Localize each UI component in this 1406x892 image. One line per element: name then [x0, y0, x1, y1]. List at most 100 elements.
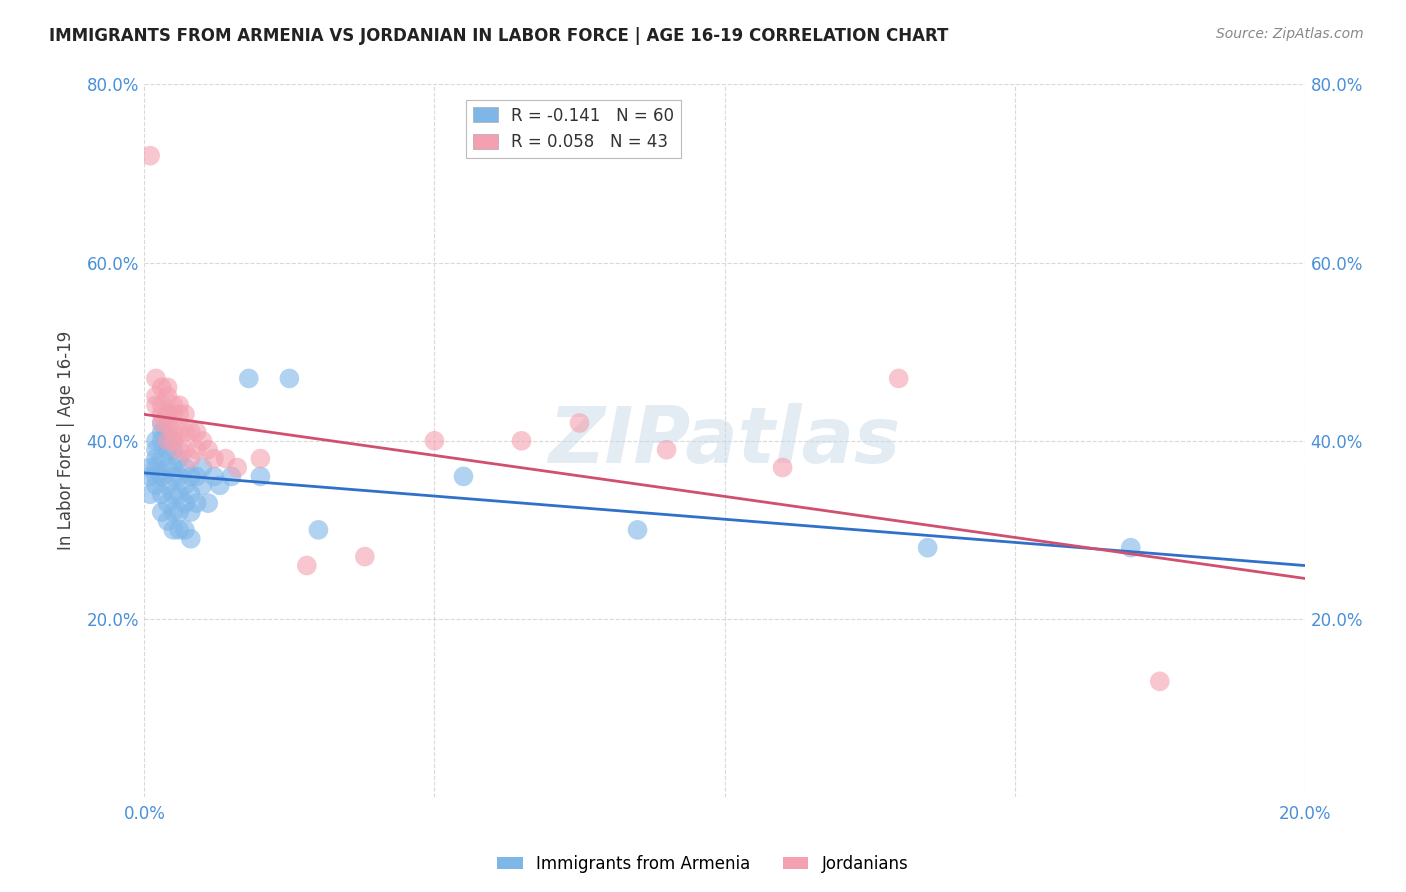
Point: [162, 398, 184, 412]
Point: [150, 487, 173, 501]
Text: ZIPatlas: ZIPatlas: [548, 403, 901, 479]
Point: [167, 407, 190, 421]
Point: [150, 407, 173, 421]
Point: [221, 469, 243, 483]
Point: [156, 425, 179, 439]
Point: [150, 416, 173, 430]
Point: [887, 371, 910, 385]
Point: [186, 469, 208, 483]
Point: [156, 478, 179, 492]
Point: [150, 380, 173, 394]
Point: [145, 478, 167, 492]
Point: [156, 389, 179, 403]
Point: [162, 434, 184, 448]
Point: [295, 558, 318, 573]
Point: [139, 487, 162, 501]
Point: [202, 451, 225, 466]
Point: [150, 434, 173, 448]
Point: [202, 469, 225, 483]
Point: [150, 451, 173, 466]
Text: Source: ZipAtlas.com: Source: ZipAtlas.com: [1216, 27, 1364, 41]
Point: [156, 407, 179, 421]
Point: [174, 523, 197, 537]
Point: [510, 434, 533, 448]
Point: [150, 469, 173, 483]
Y-axis label: In Labor Force | Age 16-19: In Labor Force | Age 16-19: [58, 331, 75, 550]
Point: [208, 478, 231, 492]
Point: [453, 469, 475, 483]
Point: [174, 460, 197, 475]
Point: [626, 523, 648, 537]
Point: [156, 514, 179, 528]
Point: [249, 451, 271, 466]
Point: [167, 487, 190, 501]
Point: [167, 398, 190, 412]
Point: [145, 371, 167, 385]
Point: [145, 442, 167, 457]
Point: [174, 425, 197, 439]
Point: [197, 442, 219, 457]
Point: [156, 442, 179, 457]
Point: [156, 434, 179, 448]
Point: [150, 398, 173, 412]
Point: [167, 425, 190, 439]
Point: [156, 460, 179, 475]
Point: [156, 496, 179, 510]
Point: [156, 380, 179, 394]
Point: [167, 469, 190, 483]
Point: [139, 469, 162, 483]
Point: [249, 469, 271, 483]
Legend: Immigrants from Armenia, Jordanians: Immigrants from Armenia, Jordanians: [491, 848, 915, 880]
Point: [150, 505, 173, 519]
Point: [180, 532, 202, 546]
Point: [568, 416, 591, 430]
Point: [162, 469, 184, 483]
Point: [180, 487, 202, 501]
Point: [214, 451, 236, 466]
Point: [156, 434, 179, 448]
Point: [180, 451, 202, 466]
Point: [174, 496, 197, 510]
Point: [191, 478, 214, 492]
Point: [162, 460, 184, 475]
Point: [156, 416, 179, 430]
Point: [174, 478, 197, 492]
Point: [174, 442, 197, 457]
Point: [186, 442, 208, 457]
Point: [772, 460, 794, 475]
Point: [226, 460, 249, 475]
Point: [238, 371, 260, 385]
Point: [278, 371, 301, 385]
Point: [156, 407, 179, 421]
Point: [655, 442, 678, 457]
Point: [186, 425, 208, 439]
Point: [180, 469, 202, 483]
Point: [186, 496, 208, 510]
Point: [180, 425, 202, 439]
Point: [191, 434, 214, 448]
Point: [162, 407, 184, 421]
Point: [167, 442, 190, 457]
Point: [162, 505, 184, 519]
Point: [139, 460, 162, 475]
Point: [145, 389, 167, 403]
Point: [150, 416, 173, 430]
Point: [307, 523, 329, 537]
Point: [917, 541, 939, 555]
Point: [353, 549, 375, 564]
Legend: R = -0.141   N = 60, R = 0.058   N = 43: R = -0.141 N = 60, R = 0.058 N = 43: [467, 100, 681, 158]
Point: [174, 407, 197, 421]
Point: [145, 451, 167, 466]
Point: [423, 434, 446, 448]
Point: [139, 149, 162, 163]
Point: [180, 505, 202, 519]
Point: [167, 451, 190, 466]
Point: [167, 505, 190, 519]
Point: [162, 523, 184, 537]
Point: [1119, 541, 1142, 555]
Point: [162, 425, 184, 439]
Point: [162, 487, 184, 501]
Point: [191, 460, 214, 475]
Point: [197, 496, 219, 510]
Point: [162, 434, 184, 448]
